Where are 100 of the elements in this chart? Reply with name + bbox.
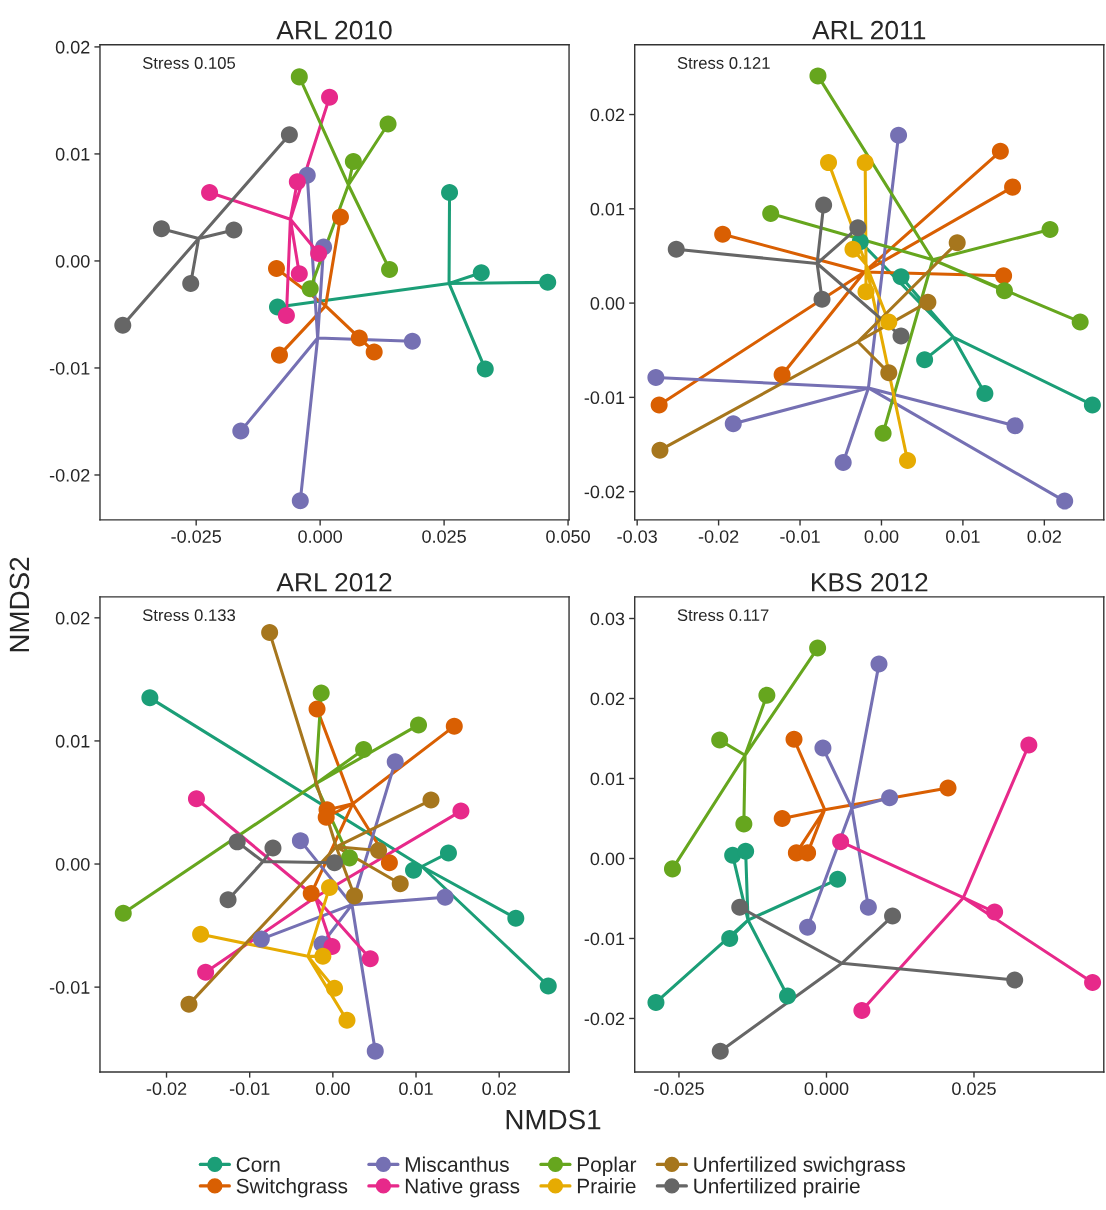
point — [714, 225, 732, 243]
point — [1084, 973, 1102, 991]
annotation: Stress 0.105 — [142, 57, 236, 69]
point — [948, 234, 966, 252]
y-tick-label: 0.01 — [55, 147, 90, 161]
point — [539, 977, 557, 995]
point — [832, 833, 850, 851]
point — [439, 844, 457, 862]
point — [182, 274, 200, 292]
x-tick-label: -0.01 — [780, 530, 820, 543]
point — [302, 885, 320, 903]
point — [321, 878, 339, 896]
point — [331, 208, 349, 226]
point — [391, 875, 409, 893]
point — [814, 739, 832, 757]
point — [370, 841, 388, 859]
point — [995, 282, 1013, 300]
point — [856, 154, 874, 172]
point — [228, 833, 246, 851]
point — [939, 779, 957, 797]
point — [647, 369, 665, 387]
y-tick-label: 0.03 — [590, 612, 625, 626]
y-tick-label: -0.02 — [584, 1012, 625, 1026]
point — [919, 293, 937, 311]
point — [345, 887, 363, 905]
point — [355, 741, 373, 759]
x-tick-label: 0.00 — [315, 1082, 350, 1096]
point — [403, 332, 421, 350]
point — [785, 730, 803, 748]
point — [197, 963, 215, 981]
point — [667, 240, 685, 258]
point — [380, 854, 398, 872]
point — [849, 219, 867, 237]
point — [361, 950, 379, 968]
point — [1056, 492, 1074, 510]
point — [820, 154, 838, 172]
legend-label: Unfertilized swichgrass — [694, 1156, 905, 1176]
point — [721, 929, 739, 947]
point — [995, 267, 1013, 285]
point — [1004, 178, 1022, 196]
point — [290, 68, 308, 86]
point — [301, 280, 319, 298]
x-tick-label: 0.050 — [546, 530, 590, 543]
point — [1020, 736, 1038, 754]
point — [834, 453, 852, 471]
point — [472, 264, 490, 282]
annotation: Stress 0.121 — [677, 57, 770, 69]
y-tick-label: 0.02 — [55, 611, 90, 625]
x-tick-label: 0.000 — [804, 1082, 849, 1096]
x-tick-label: 0.025 — [952, 1082, 996, 1096]
point — [986, 903, 1004, 921]
point — [859, 898, 877, 916]
y-tick-label: 0.02 — [55, 40, 90, 54]
point — [261, 624, 279, 642]
point — [277, 307, 295, 325]
point — [1071, 313, 1089, 331]
point — [857, 283, 875, 301]
point — [288, 173, 306, 191]
y-tick-label: 0.00 — [55, 254, 90, 268]
y-tick-label: 0.01 — [55, 734, 90, 748]
point — [892, 327, 910, 345]
point — [379, 115, 397, 133]
point — [410, 716, 428, 734]
y-tick-label: 0.02 — [590, 692, 625, 706]
point — [735, 815, 753, 833]
point — [813, 290, 831, 308]
point — [381, 261, 399, 279]
x-tick-label: 0.01 — [946, 530, 980, 543]
y-tick-label: 0.01 — [590, 772, 625, 786]
point — [280, 126, 298, 144]
point — [350, 329, 368, 347]
y-tick-label: -0.01 — [584, 391, 625, 405]
point — [890, 126, 908, 144]
point — [650, 396, 668, 414]
y-tick-label: -0.02 — [49, 468, 90, 482]
legend-label: Poplar — [577, 1156, 637, 1176]
point — [114, 904, 132, 922]
point — [779, 987, 797, 1005]
x-tick-label: 0.01 — [399, 1082, 433, 1096]
point — [232, 422, 250, 440]
y-tick-label: -0.02 — [584, 485, 625, 499]
point — [1006, 417, 1024, 435]
point — [1006, 971, 1024, 989]
y-tick-label: 0.00 — [590, 852, 625, 866]
point — [291, 492, 309, 510]
point — [445, 717, 463, 735]
point — [870, 655, 888, 673]
point — [880, 364, 898, 382]
point — [326, 979, 344, 997]
point — [436, 888, 454, 906]
point — [916, 351, 934, 369]
legend-label: Native grass — [405, 1178, 520, 1198]
point — [308, 700, 326, 718]
point — [344, 152, 362, 170]
x-tick-label: 0.02 — [482, 1082, 516, 1096]
point — [892, 268, 910, 286]
point — [799, 918, 817, 936]
point — [201, 183, 219, 201]
point — [264, 839, 282, 857]
point — [386, 753, 404, 771]
